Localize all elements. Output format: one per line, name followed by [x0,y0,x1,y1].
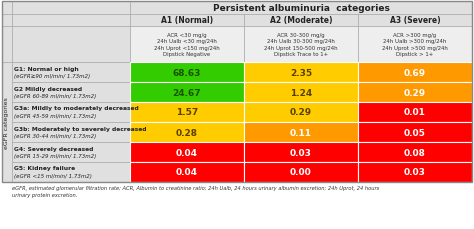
Bar [12,162,130,182]
Bar [244,27,358,63]
Bar [244,162,358,182]
Text: G2 Mildly decreased: G2 Mildly decreased [14,86,82,91]
Bar [358,15,472,27]
Bar [12,142,130,162]
Bar [12,123,130,142]
Text: 1.57: 1.57 [176,108,198,117]
Bar [130,142,244,162]
Text: ACR <30 mg/g
24h Ualb <30 mg/24h
24h Uprot <150 mg/24h
Dipstick Negative: ACR <30 mg/g 24h Ualb <30 mg/24h 24h Upr… [154,33,220,57]
Text: G3b: Moderately to severely decreased: G3b: Moderately to severely decreased [14,126,146,131]
Text: 0.01: 0.01 [404,108,426,117]
Text: 0.00: 0.00 [290,168,312,177]
Bar [358,27,472,63]
Text: (eGFR 30-44 ml/min/ 1.73m2): (eGFR 30-44 ml/min/ 1.73m2) [14,134,96,139]
Bar [2,63,12,182]
Bar [130,123,244,142]
Text: eGFR, estimated glomerular filtration rate; ACR, Albumin to creatinine ratio; 24: eGFR, estimated glomerular filtration ra… [12,185,379,197]
Text: eGFR categories: eGFR categories [4,97,9,148]
Bar [130,83,244,103]
Text: G1: Normal or high: G1: Normal or high [14,66,79,71]
Text: 0.05: 0.05 [404,128,426,137]
Bar [358,83,472,103]
Text: 0.04: 0.04 [176,148,198,157]
Bar [12,15,130,27]
Bar [12,83,130,103]
Bar [130,15,244,27]
Bar [244,123,358,142]
Text: 0.69: 0.69 [404,68,426,77]
Bar [358,162,472,182]
Bar [358,103,472,123]
Text: (eGFR 45-59 ml/min/ 1.73m2): (eGFR 45-59 ml/min/ 1.73m2) [14,114,96,119]
Bar [244,142,358,162]
Text: 1.24: 1.24 [290,88,312,97]
Text: 0.03: 0.03 [290,148,312,157]
Bar [12,27,130,63]
Bar [12,2,130,15]
Text: 68.63: 68.63 [173,68,201,77]
Bar [130,103,244,123]
Text: A3 (Severe): A3 (Severe) [390,16,440,25]
Bar [244,63,358,83]
Bar [12,63,130,83]
Text: 0.03: 0.03 [404,168,426,177]
Text: G5: Kidney failure: G5: Kidney failure [14,166,75,171]
Bar [2,2,12,15]
Text: A1 (Normal): A1 (Normal) [161,16,213,25]
Bar [130,27,244,63]
Bar [358,142,472,162]
Text: (eGFR <15 ml/min/ 1.73m2): (eGFR <15 ml/min/ 1.73m2) [14,173,92,178]
Bar [358,63,472,83]
Text: 0.28: 0.28 [176,128,198,137]
Bar [2,2,472,182]
Bar [130,63,244,83]
Text: (eGFR≥90 ml/min/ 1.73m2): (eGFR≥90 ml/min/ 1.73m2) [14,74,90,79]
Text: 0.11: 0.11 [290,128,312,137]
Text: 0.04: 0.04 [176,168,198,177]
Text: (eGFR 60-89 ml/min/ 1.73m2): (eGFR 60-89 ml/min/ 1.73m2) [14,94,96,99]
Text: 0.29: 0.29 [290,108,312,117]
Bar [244,103,358,123]
Bar [2,27,12,63]
Text: 2.35: 2.35 [290,68,312,77]
Bar [244,15,358,27]
Text: 0.29: 0.29 [404,88,426,97]
Bar [12,103,130,123]
Text: 0.08: 0.08 [404,148,426,157]
Bar [244,83,358,103]
Text: ACR 30-300 mg/g
24h Ualb 30-300 mg/24h
24h Uprot 150-500 mg/24h
Dipstick Trace t: ACR 30-300 mg/g 24h Ualb 30-300 mg/24h 2… [264,33,338,57]
Text: (eGFR 15-29 ml/min/ 1.73m2): (eGFR 15-29 ml/min/ 1.73m2) [14,153,96,158]
Text: Persistent albuminuria  categories: Persistent albuminuria categories [212,4,390,13]
Bar [130,2,472,15]
Bar [130,162,244,182]
Text: G3a: Mildly to moderately decreased: G3a: Mildly to moderately decreased [14,106,139,111]
Text: ACR >300 mg/g
24h Ualb >300 mg/24h
24h Uprot >500 mg/24h
Dipstick > 1+: ACR >300 mg/g 24h Ualb >300 mg/24h 24h U… [382,33,448,57]
Bar [358,123,472,142]
Bar [2,15,12,27]
Text: 24.67: 24.67 [173,88,201,97]
Text: G4: Severely decreased: G4: Severely decreased [14,146,93,151]
Text: A2 (Moderate): A2 (Moderate) [270,16,332,25]
